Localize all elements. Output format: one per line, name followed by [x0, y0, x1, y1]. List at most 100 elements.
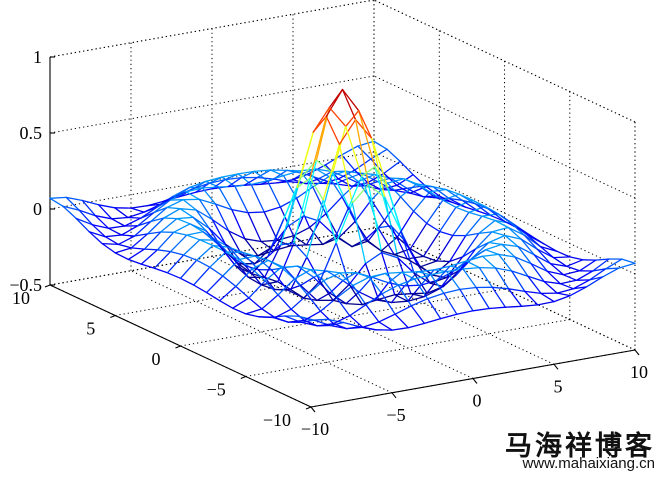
mesh-segment	[166, 272, 182, 279]
mesh-segment	[468, 205, 486, 214]
mesh-segment	[494, 267, 513, 272]
mesh-segment	[400, 271, 419, 274]
mesh-segment	[318, 170, 333, 180]
gridline	[373, 151, 636, 275]
mesh-segment	[222, 275, 237, 288]
mesh-segment	[539, 245, 558, 252]
mesh-segment	[422, 195, 437, 199]
mesh-segment	[305, 243, 324, 246]
mesh-segment	[75, 217, 93, 226]
mesh-segment	[371, 272, 386, 278]
mesh-segment	[140, 249, 159, 265]
mesh-segment	[81, 199, 100, 206]
mesh-segment	[371, 137, 389, 190]
mesh-segment	[75, 217, 90, 233]
mesh-segment	[179, 208, 197, 211]
mesh-segment	[273, 245, 291, 252]
mesh-segment	[293, 242, 308, 258]
mesh-segment	[293, 177, 311, 244]
mesh-segment	[367, 182, 382, 191]
mesh-segment	[436, 265, 451, 281]
mesh-segment	[417, 269, 435, 273]
mesh-segment	[578, 259, 597, 272]
mesh-segment	[199, 239, 214, 247]
gridline	[130, 270, 393, 394]
mesh-segment	[572, 286, 588, 290]
gridline	[292, 241, 555, 365]
mesh-segment	[543, 280, 561, 285]
mesh-segment	[504, 234, 519, 248]
mesh-segment	[166, 199, 184, 209]
mesh-segment	[533, 254, 548, 272]
mesh-segment	[205, 275, 224, 294]
mesh-segment	[130, 205, 148, 209]
mesh-segment	[290, 308, 305, 322]
mesh-segment	[383, 160, 401, 175]
mesh-segment	[389, 177, 405, 180]
mesh-segment	[481, 253, 500, 257]
y-tick-label: 10	[12, 288, 30, 308]
mesh-segment	[186, 234, 201, 241]
mesh-segment	[227, 230, 246, 240]
mesh-segment	[263, 206, 282, 213]
mesh-segment	[296, 265, 315, 278]
mesh-segment	[355, 271, 370, 278]
mesh-segment	[232, 307, 247, 315]
mesh-segment	[245, 308, 263, 315]
mesh-segment	[296, 177, 311, 189]
mesh-segment	[101, 242, 116, 254]
y-tick	[110, 314, 116, 319]
mesh-segment	[410, 298, 429, 307]
mesh-segment	[340, 154, 356, 171]
mesh-segment	[254, 256, 269, 265]
axis-gridlines	[49, 0, 636, 408]
mesh-segment	[588, 268, 607, 281]
mesh-segment	[130, 207, 145, 213]
mesh-segment	[49, 196, 67, 199]
mesh-segment	[289, 244, 308, 247]
x-tick	[310, 406, 316, 413]
mesh-segment	[336, 297, 351, 317]
mesh-segment	[364, 227, 379, 241]
mesh-segment	[315, 106, 331, 161]
mesh-segment	[413, 274, 432, 280]
mesh-segment	[65, 196, 84, 202]
mesh-segment	[185, 191, 201, 201]
mesh-segment	[426, 287, 441, 294]
mesh-segment	[306, 256, 321, 282]
mesh-segment	[409, 222, 428, 250]
mesh-segment	[484, 249, 500, 256]
mesh-segment	[595, 258, 610, 261]
mesh-segment	[393, 248, 412, 256]
mesh-segment	[322, 143, 341, 201]
z-tick-label: −0.5	[9, 275, 42, 295]
mesh-segment	[143, 248, 159, 251]
mesh-segment	[276, 239, 291, 247]
mesh-segment	[261, 308, 276, 319]
mesh-segment	[378, 321, 393, 331]
mesh-segment	[461, 248, 477, 258]
mesh-segment	[137, 220, 152, 227]
mesh-segment	[231, 208, 249, 214]
mesh-segment	[393, 187, 408, 192]
mesh-segment	[104, 236, 120, 246]
mesh-segment	[114, 252, 129, 261]
mesh-segment	[188, 180, 207, 189]
mesh-segment	[352, 276, 370, 287]
mesh-segment	[474, 203, 489, 210]
mesh-segment	[455, 206, 470, 214]
mesh-segment	[373, 140, 388, 150]
mesh-segment	[420, 269, 435, 286]
mesh-segment	[426, 222, 441, 233]
mesh-segment	[472, 307, 490, 312]
mesh-segment	[523, 234, 539, 250]
mesh-segment	[556, 250, 571, 258]
mesh-segment	[481, 255, 497, 269]
mesh-segment	[312, 175, 330, 188]
mesh-segment	[565, 265, 581, 272]
gridline	[49, 151, 375, 210]
mesh-segment	[443, 292, 458, 315]
mesh-segment	[254, 255, 269, 262]
mesh-segment	[297, 315, 315, 321]
mesh-segment	[430, 274, 445, 294]
